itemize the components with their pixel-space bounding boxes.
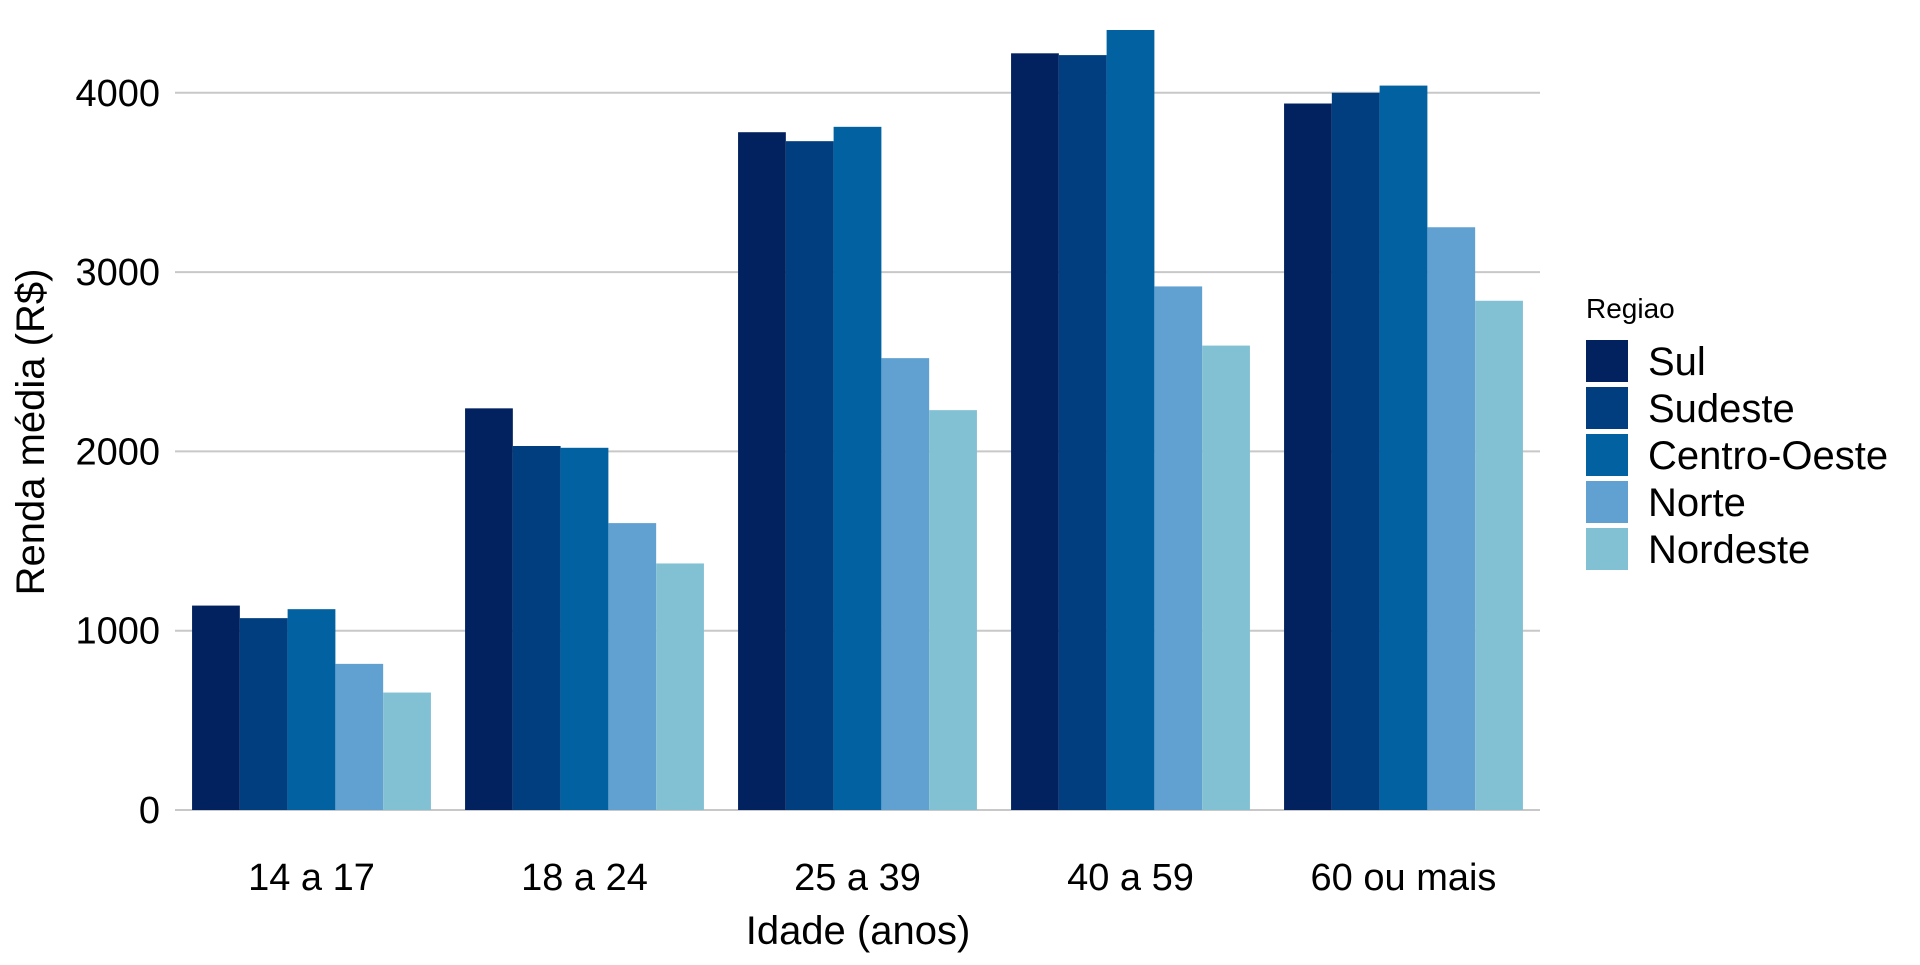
legend-label: Sudeste <box>1648 387 1795 431</box>
x-axis-title: Idade (anos) <box>746 909 971 953</box>
bar <box>929 410 977 810</box>
bar <box>512 446 561 810</box>
bar <box>1154 286 1203 810</box>
legend-label: Sul <box>1648 340 1706 384</box>
bar <box>1284 103 1332 811</box>
y-tick-label: 0 <box>139 790 160 832</box>
x-tick-label: 60 ou mais <box>1311 857 1497 899</box>
bar <box>335 663 384 810</box>
bar <box>287 609 336 810</box>
legend-label: Centro-Oeste <box>1648 434 1888 478</box>
y-tick-label: 4000 <box>75 73 160 115</box>
bar <box>383 692 431 810</box>
y-axis-title: Renda média (R$) <box>9 269 53 596</box>
bar <box>1202 345 1250 810</box>
x-tick-label: 18 a 24 <box>521 857 648 899</box>
x-tick-label: 14 a 17 <box>248 857 375 899</box>
bar <box>1475 300 1523 810</box>
legend: Regiao SulSudesteCentro-OesteNorteNordes… <box>1586 293 1888 572</box>
bar <box>656 563 704 810</box>
y-tick-label: 3000 <box>75 252 160 294</box>
legend-label: Norte <box>1648 481 1746 525</box>
bar <box>560 447 609 810</box>
legend-title: Regiao <box>1586 293 1675 324</box>
bar <box>1106 30 1155 810</box>
bar <box>1379 85 1428 811</box>
legend-label: Nordeste <box>1648 528 1810 572</box>
bar <box>192 605 240 810</box>
legend-swatch <box>1586 481 1628 523</box>
bar <box>465 408 513 810</box>
x-tick-label: 25 a 39 <box>794 857 921 899</box>
bar <box>239 618 288 810</box>
y-tick-label: 2000 <box>75 431 160 473</box>
legend-swatch <box>1586 434 1628 476</box>
bars <box>192 30 1523 811</box>
bar <box>1011 53 1059 810</box>
bar <box>1427 227 1476 810</box>
bar <box>1058 55 1107 810</box>
axes: 0 1000 2000 3000 4000 14 a 17 18 a 24 25 a 39 40… <box>75 73 1496 899</box>
x-tick-label: 40 a 59 <box>1067 857 1194 899</box>
bar <box>833 126 882 811</box>
y-tick-label: 1000 <box>75 611 160 653</box>
bar <box>881 358 930 810</box>
bar <box>738 132 786 810</box>
legend-swatch <box>1586 528 1628 570</box>
bar <box>608 523 657 810</box>
legend-swatch <box>1586 387 1628 429</box>
legend-swatch <box>1586 340 1628 382</box>
bar <box>785 141 834 810</box>
bar <box>1331 92 1380 811</box>
